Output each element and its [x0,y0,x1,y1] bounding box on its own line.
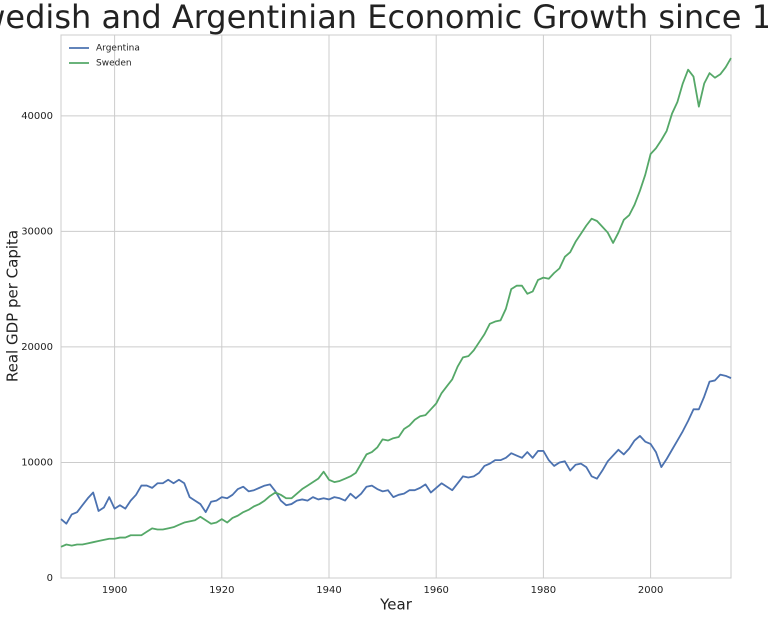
y-tick-label: 10000 [21,457,53,468]
line-series [60,57,732,548]
x-tick-label: 1920 [209,585,234,596]
y-tick-label: 20000 [21,342,53,353]
y-axis-label: Real GDP per Capita [4,230,22,382]
plot-area [60,34,732,579]
y-tick-label: 30000 [21,226,53,237]
legend-label: Sweden [96,59,132,69]
y-tick-label: 0 [47,573,53,584]
x-tick-label: 1980 [531,585,556,596]
chart-title: Swedish and Argentinian Economic Growth … [0,0,768,36]
legend-label: Argentina [96,44,140,54]
x-tick-label: 2000 [638,585,663,596]
x-tick-label: 1940 [316,585,341,596]
line-series [60,373,732,525]
y-tick-label: 40000 [21,111,53,122]
x-axis-label: Year [379,596,413,614]
x-tick-label: 1900 [102,585,127,596]
x-tick-label: 1960 [423,585,448,596]
